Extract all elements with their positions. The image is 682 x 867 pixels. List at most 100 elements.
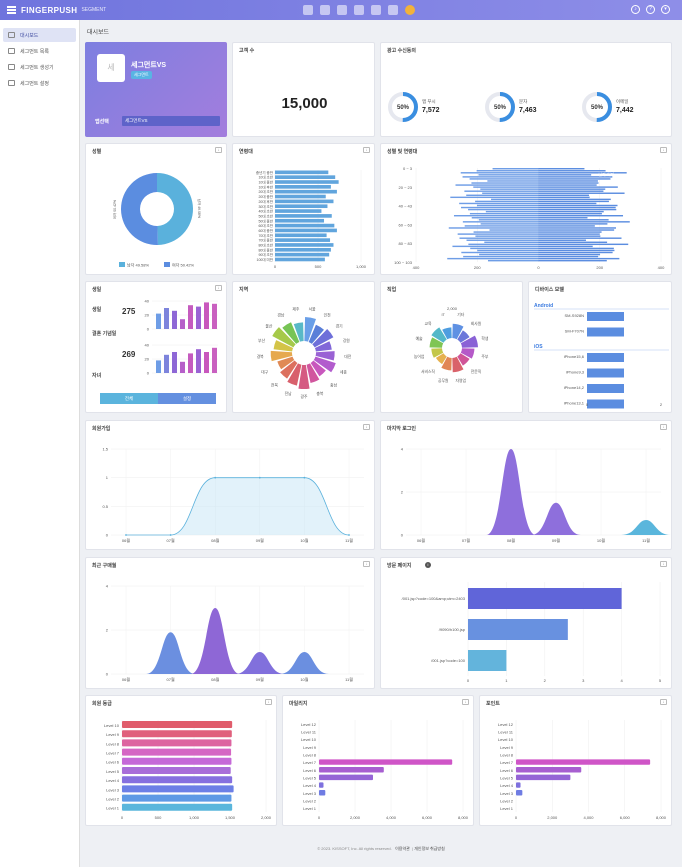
sidebar-item-segment-list[interactable]: 세그먼트 목록 <box>3 44 76 58</box>
data-peak <box>146 632 196 674</box>
sidebar: 대시보드 세그먼트 목록 세그먼트 생성기 세그먼트 설정 <box>0 20 80 867</box>
download-icon[interactable]: ↓ <box>462 699 469 705</box>
age-bar <box>275 180 339 184</box>
app-select[interactable]: 세그먼트VS <box>122 116 220 126</box>
polar-slice <box>452 356 464 373</box>
download-icon[interactable]: ↓ <box>660 699 667 705</box>
chat-icon[interactable] <box>371 5 381 15</box>
sidebar-item-label: 대시보드 <box>20 32 39 39</box>
avatar-icon[interactable] <box>405 5 415 15</box>
page-label: /001.jsp?code=100&amp;utm=2403 <box>402 596 466 601</box>
polar-slice <box>429 337 444 348</box>
polar-slice <box>304 317 316 342</box>
male-bar <box>464 225 539 227</box>
male-bar <box>475 235 539 237</box>
card-title: 고객 수 <box>239 48 255 54</box>
axis-tick: 0 <box>106 533 109 538</box>
user-menu-icon[interactable]: ▾ <box>661 5 670 14</box>
legend-swatch <box>164 262 170 267</box>
male-bar <box>482 192 539 194</box>
download-icon[interactable]: ↓ <box>363 561 370 567</box>
monitor-icon[interactable] <box>354 5 364 15</box>
level-label: Level 10 <box>104 723 120 728</box>
axis-tick: 20 <box>145 357 150 362</box>
female-bar <box>538 194 590 196</box>
download-icon[interactable]: ↓ <box>363 424 370 430</box>
level-bar <box>516 767 582 773</box>
hamburger-icon[interactable] <box>7 5 16 16</box>
axis-tick: 07월 <box>462 537 470 543</box>
main-content: 대시보드 세 세그먼트VS 세그먼트 앱선택 세그먼트VS 고객 수 15,00… <box>80 20 682 867</box>
ring-percent: 50% <box>494 105 507 111</box>
level-bar <box>319 790 326 796</box>
category-label: 50대 중반 <box>258 218 273 223</box>
download-icon[interactable]: ↓ <box>265 699 272 705</box>
terms-link[interactable]: 이용약관 <box>395 846 410 851</box>
consent-value: 7,572 <box>422 107 440 114</box>
device-bar <box>587 384 624 393</box>
male-bar <box>461 206 539 209</box>
male-bar <box>469 178 539 180</box>
male-bar <box>484 241 539 243</box>
toggle-all[interactable]: 전체 <box>100 393 158 404</box>
level-bar <box>319 767 384 773</box>
data-point <box>169 534 172 536</box>
sidebar-item-segment-settings[interactable]: 세그먼트 설정 <box>3 76 76 90</box>
polar-slice <box>312 329 334 348</box>
axis-tick: 2 <box>106 628 109 633</box>
life-bar <box>180 319 185 329</box>
brand-logo[interactable]: FINGERPUSH <box>21 5 78 15</box>
bell-icon[interactable]: ♪ <box>631 5 640 14</box>
info-icon[interactable]: i <box>425 562 431 568</box>
female-bar <box>538 190 604 192</box>
chart-icon[interactable] <box>337 5 347 15</box>
download-icon[interactable]: ↓ <box>215 147 222 153</box>
axis-tick: 08월 <box>211 537 219 543</box>
axis-tick: 2 <box>401 490 404 495</box>
axis-tick: 10월 <box>597 537 605 543</box>
download-icon[interactable]: ↓ <box>660 424 667 430</box>
level-label: Level 3 <box>106 787 120 792</box>
member-join-card: 회원가입 ↓ 1.5 1 0.5 0 06월 07월 08월 09월 10월 11월 <box>85 420 375 550</box>
level-label: Level 12 <box>498 722 514 727</box>
privacy-link[interactable]: 개인정보 취급방침 <box>414 846 445 851</box>
level-bar <box>122 739 232 747</box>
sidebar-item-segment-builder[interactable]: 세그먼트 생성기 <box>3 60 76 74</box>
life-bar <box>156 360 161 373</box>
level-label: Level 2 <box>106 797 120 802</box>
ring-percent: 50% <box>591 105 604 111</box>
sidebar-item-dashboard[interactable]: 대시보드 <box>3 28 76 42</box>
category-label: 10대 후반 <box>258 184 273 189</box>
download-icon[interactable]: ↓ <box>215 285 222 291</box>
toggle-set[interactable]: 설정 <box>158 393 216 404</box>
axis-tick: 09월 <box>256 676 264 682</box>
mail-icon[interactable] <box>388 5 398 15</box>
female-bar <box>538 251 613 254</box>
age-bar <box>275 189 337 194</box>
female-bar <box>538 241 608 243</box>
consent-label: 문자 <box>519 98 528 105</box>
data-peak <box>279 652 329 674</box>
male-bar <box>475 200 539 203</box>
home-icon[interactable] <box>303 5 313 15</box>
gender-slice <box>121 173 158 245</box>
legend-label: 남자 49.58% <box>127 262 149 268</box>
download-icon[interactable]: ↓ <box>363 147 370 153</box>
download-icon[interactable]: ↓ <box>660 147 667 153</box>
female-bar <box>538 176 613 178</box>
axis-tick: 0 <box>318 815 321 820</box>
device-bar <box>587 327 624 337</box>
users-icon[interactable] <box>320 5 330 15</box>
download-icon[interactable]: ↓ <box>660 561 667 567</box>
recent-purchase-card: 최근 구매월 ↓ 4 2 0 06월 07월 08월 09월 10월 11월 <box>85 557 375 689</box>
polar-label: 학생 <box>481 336 488 341</box>
help-icon[interactable]: ? <box>646 5 655 14</box>
polar-label: 서울 <box>309 307 316 312</box>
life-bar <box>196 349 201 373</box>
data-point <box>258 476 261 479</box>
axis-tick: 40 <box>145 343 150 348</box>
level-label: Level 8 <box>106 741 120 746</box>
male-bar <box>462 176 539 178</box>
female-bar <box>538 174 592 176</box>
member-grade-card: 회원 등급 ↓ 0 500 1,000 1,500 2,000 Level 10 Level… <box>85 695 277 826</box>
